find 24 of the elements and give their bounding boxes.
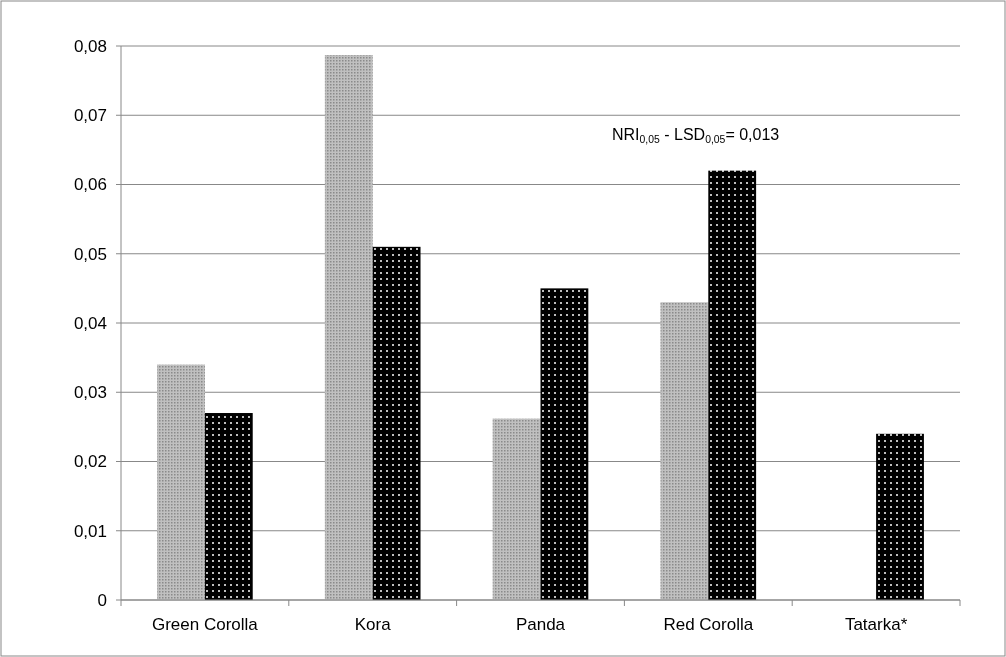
bar <box>204 413 253 600</box>
y-tick-label: 0,01 <box>73 521 107 541</box>
y-tick-label: 0,08 <box>73 36 107 56</box>
bar <box>372 246 421 600</box>
y-tick-label: 0,07 <box>73 106 107 126</box>
x-tick-label: Green Corolla <box>151 615 259 634</box>
bar <box>540 288 589 600</box>
y-tick-label: 0 <box>97 590 107 610</box>
x-tick-label: Panda <box>515 615 566 634</box>
bar <box>324 55 373 600</box>
bar <box>157 364 205 600</box>
bar <box>708 170 757 600</box>
bar <box>660 302 709 600</box>
x-tick-label: Tatarka* <box>844 615 908 634</box>
annotation: NRI$_{0,05}$ - LSD$_{0,05}$= 0,013 <box>612 126 780 145</box>
x-tick-label: Red Corolla <box>663 615 754 634</box>
x-tick-label: Kora <box>354 615 392 634</box>
y-tick-label: 0,06 <box>73 175 107 195</box>
bar <box>876 433 924 600</box>
y-tick-label: 0,03 <box>73 383 107 403</box>
y-tick-label: 0,04 <box>73 313 107 333</box>
y-tick-label: 0,05 <box>73 244 107 264</box>
bar <box>492 418 541 600</box>
y-tick-label: 0,02 <box>73 452 107 472</box>
